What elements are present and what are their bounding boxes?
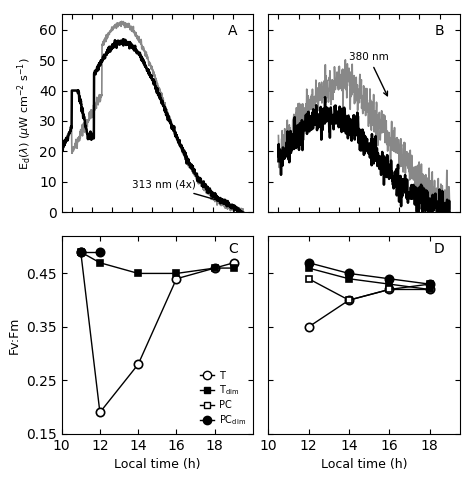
Y-axis label: E$_\mathrm{d}$($\lambda$) ($\mu$W cm$^{-2}$ s$^{-1}$): E$_\mathrm{d}$($\lambda$) ($\mu$W cm$^{-… xyxy=(15,57,34,170)
Text: A: A xyxy=(228,25,238,39)
Y-axis label: Fv:Fm: Fv:Fm xyxy=(8,316,20,354)
Text: 380 nm: 380 nm xyxy=(349,52,389,96)
X-axis label: Local time (h): Local time (h) xyxy=(114,458,201,471)
Text: B: B xyxy=(435,25,445,39)
Text: 313 nm (4x): 313 nm (4x) xyxy=(132,180,229,204)
Text: D: D xyxy=(434,242,445,256)
Legend: T, T$_\mathrm{dim}$, PC, PC$_\mathrm{dim}$: T, T$_\mathrm{dim}$, PC, PC$_\mathrm{dim… xyxy=(198,369,248,429)
Text: C: C xyxy=(228,242,238,256)
X-axis label: Local time (h): Local time (h) xyxy=(321,458,407,471)
